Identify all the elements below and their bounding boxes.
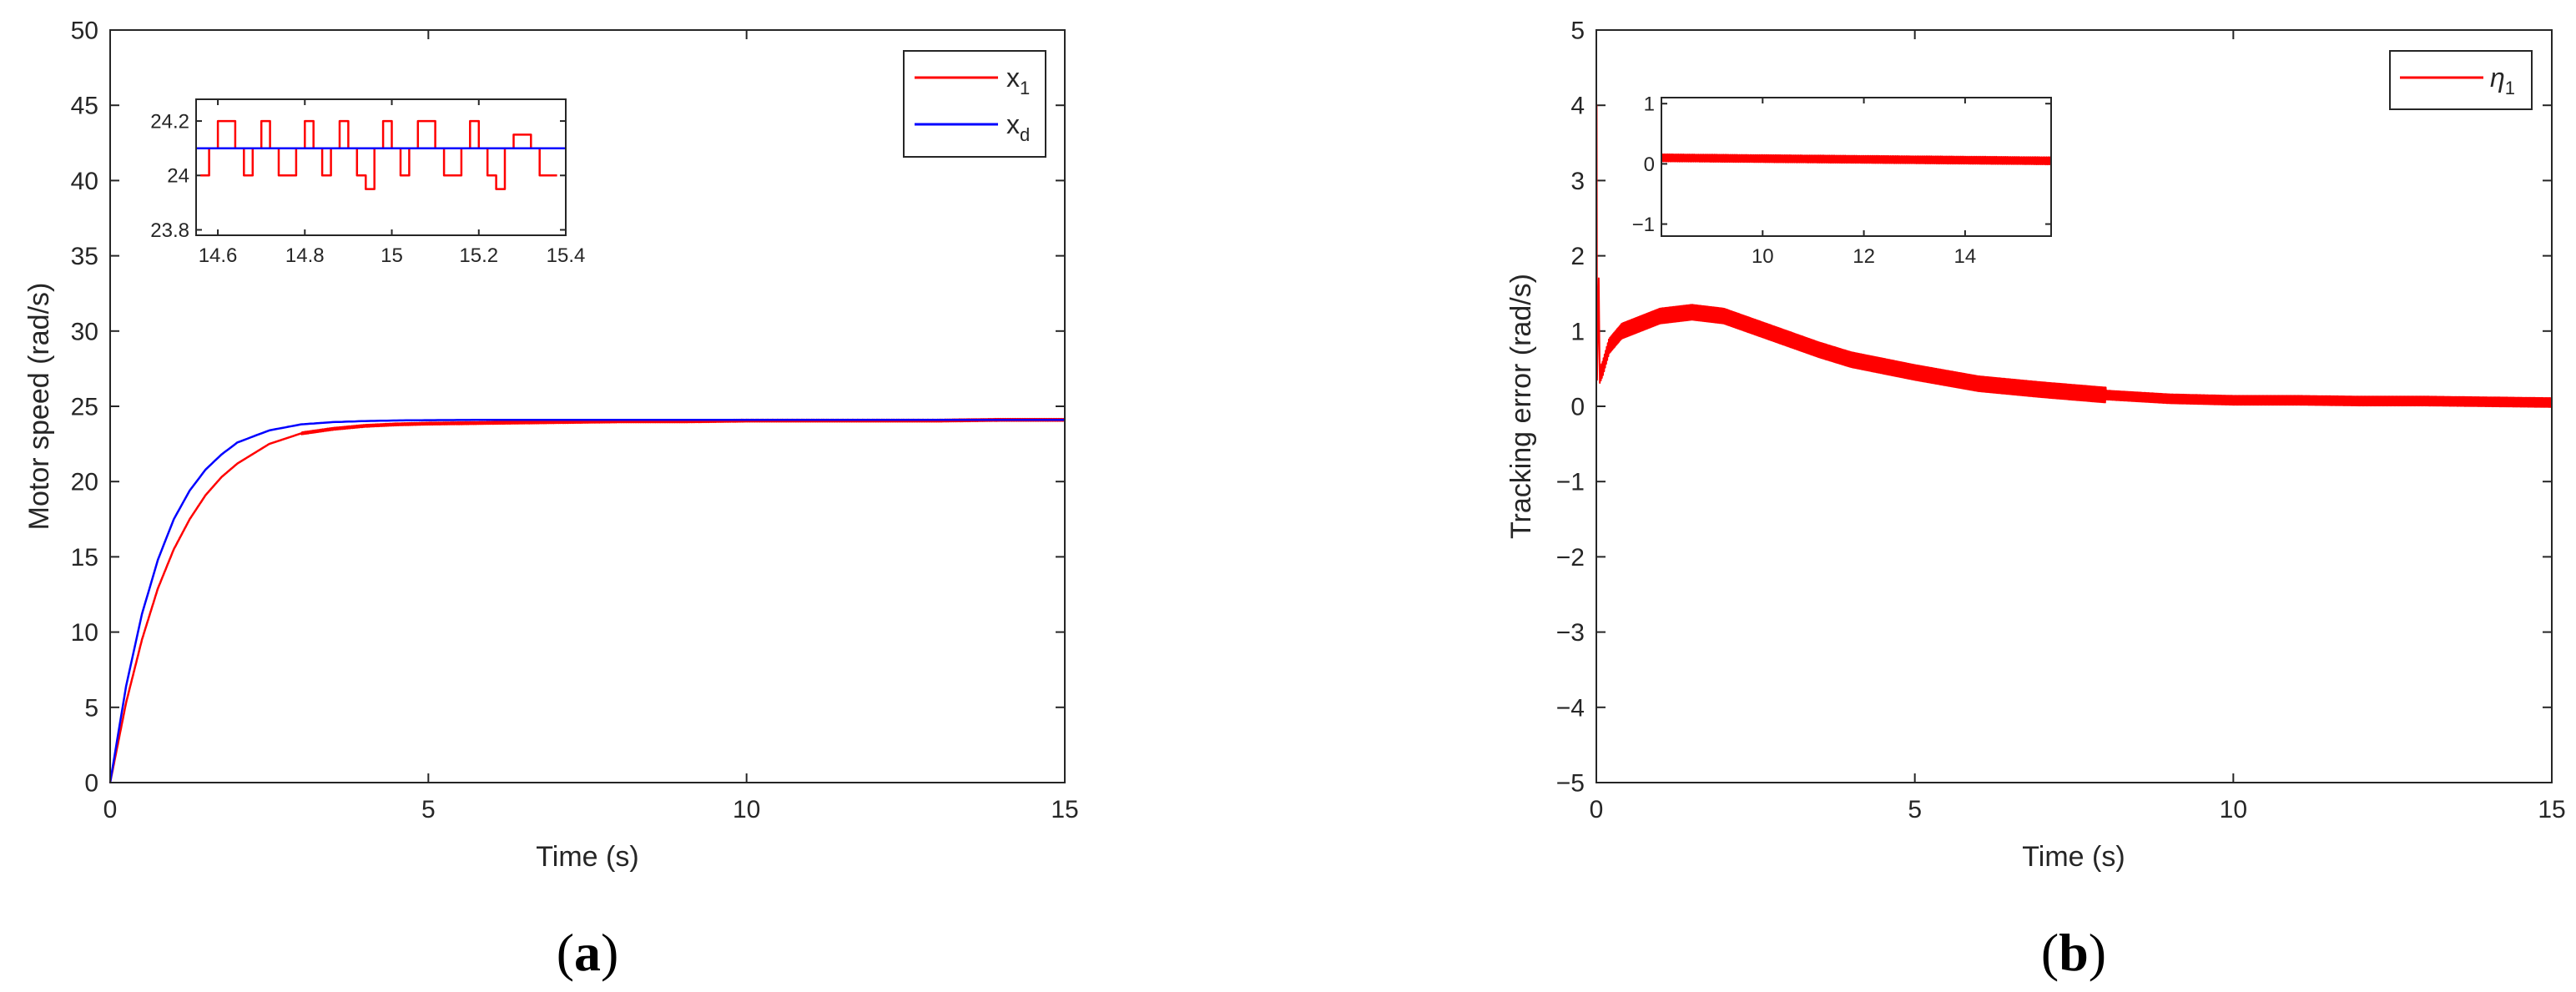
panel-b-inset-ticks: 10 12 14 −1 0 1 bbox=[1632, 93, 2051, 268]
panel-a-inset-ytick-label: 24.2 bbox=[150, 110, 189, 133]
panel-a-ytick-label: 5 bbox=[84, 694, 98, 722]
panel-a-ticks: 0 5 10 15 0 5 10 15 20 25 30 35 40 45 50 bbox=[71, 18, 1079, 824]
panel-a-xlabel: Time (s) bbox=[536, 841, 638, 873]
panel-a-ytick-label: 50 bbox=[71, 18, 98, 45]
panel-b-inset-ytick-label: −1 bbox=[1632, 214, 1655, 236]
panel-b-inset-ytick-label: 0 bbox=[1644, 154, 1655, 176]
panel-b-ytick-label: −1 bbox=[1556, 469, 1585, 496]
panel-b-inset-xtick-label: 14 bbox=[1954, 245, 1977, 268]
panel-a-inset-box bbox=[195, 98, 567, 236]
panel-a-inset-xtick-label: 15.4 bbox=[547, 244, 586, 267]
panel-b-lines bbox=[1596, 104, 2553, 408]
panel-b-axes-box bbox=[1596, 29, 2553, 783]
panel-a-ytick-label: 40 bbox=[71, 168, 98, 195]
panel-b-ytick-label: −2 bbox=[1556, 544, 1585, 572]
panel-a-ytick-label: 25 bbox=[71, 394, 98, 421]
legend-x1-label: x1 bbox=[1006, 63, 1030, 98]
panel-b-ytick-label: 0 bbox=[1570, 394, 1585, 421]
panel-a-chart: 0 5 10 15 0 5 10 15 20 25 30 35 40 45 50 Time (s) Moto… bbox=[23, 18, 1079, 983]
panel-a-caption: (a) bbox=[557, 923, 619, 982]
inset-eta1-line bbox=[1661, 153, 2052, 166]
panel-b-inset-lines bbox=[1661, 153, 2052, 166]
panel-a-ytick-label: 15 bbox=[71, 544, 98, 572]
panel-b-ytick-label: −4 bbox=[1556, 694, 1585, 722]
series-xd-line bbox=[108, 418, 1065, 783]
panel-b-ytick-label: −5 bbox=[1556, 770, 1585, 798]
panel-b-inset-ytick-label: 1 bbox=[1644, 93, 1655, 116]
panel-a-ytick-label: 20 bbox=[71, 469, 98, 496]
panel-b-ytick-label: 3 bbox=[1570, 168, 1585, 195]
panel-b-inset-xtick-label: 10 bbox=[1752, 245, 1774, 268]
panel-a-xtick-label: 15 bbox=[1051, 796, 1078, 823]
panel-a-ytick-label: 35 bbox=[71, 243, 98, 270]
panel-a-inset: 14.6 14.8 15 15.2 15.4 23.8 24 24.2 bbox=[150, 98, 585, 267]
panel-b-ytick-label: 5 bbox=[1570, 18, 1585, 45]
panel-b-ytick-label: 1 bbox=[1570, 318, 1585, 345]
panel-b-inset-box-bg bbox=[1661, 98, 2051, 236]
legend-eta1-label: η1 bbox=[2490, 63, 2515, 98]
panel-b-ytick-label: 4 bbox=[1570, 93, 1585, 120]
panel-b-xtick-label: 0 bbox=[1590, 796, 1604, 823]
panel-b-xtick-label: 10 bbox=[2220, 796, 2247, 823]
panel-b-legend-box bbox=[2389, 50, 2533, 110]
panel-b-inset-xtick-label: 12 bbox=[1853, 245, 1875, 268]
inset-x1-line bbox=[200, 119, 557, 190]
panel-b-inset: 10 12 14 −1 0 1 bbox=[1632, 93, 2052, 268]
legend-xd-label: xd bbox=[1006, 109, 1030, 145]
panel-b-legend: η1 bbox=[2389, 50, 2533, 110]
panel-b-ytick-label: −3 bbox=[1556, 619, 1585, 647]
panel-a-ytick-label: 30 bbox=[71, 318, 98, 345]
panel-a-xtick-label: 10 bbox=[733, 796, 760, 823]
panel-a-ytick-label: 0 bbox=[84, 770, 98, 798]
panel-b-ylabel: Tracking error (rad/s) bbox=[1505, 274, 1537, 539]
panel-a-inset-box-bg bbox=[196, 99, 566, 235]
panel-a-legend: x1 xd bbox=[903, 50, 1046, 158]
panel-b-xlabel: Time (s) bbox=[2022, 841, 2125, 873]
panel-b-xtick-label: 15 bbox=[2538, 796, 2565, 823]
panel-a-xtick-label: 0 bbox=[103, 796, 118, 823]
panel-a-inset-xtick-label: 15 bbox=[381, 244, 403, 267]
panel-a-xtick-label: 5 bbox=[421, 796, 436, 823]
panel-a-inset-xtick-label: 14.8 bbox=[285, 244, 325, 267]
panel-b-inset-box bbox=[1661, 97, 2052, 237]
panel-a-ytick-label: 10 bbox=[71, 619, 98, 647]
panel-a-inset-xtick-label: 14.6 bbox=[199, 244, 238, 267]
panel-b-ytick-label: 2 bbox=[1570, 243, 1585, 270]
panel-a-ytick-label: 45 bbox=[71, 93, 98, 120]
panel-a-legend-box bbox=[903, 50, 1046, 158]
panel-a-lines bbox=[108, 417, 1066, 783]
panel-a-inset-lines bbox=[196, 119, 566, 190]
panel-b-xtick-label: 5 bbox=[1908, 796, 1922, 823]
panel-a-inset-ytick-label: 24 bbox=[167, 165, 189, 188]
panel-a-ylabel: Motor speed (rad/s) bbox=[23, 283, 55, 531]
panel-a-inset-ticks: 14.6 14.8 15 15.2 15.4 23.8 24 24.2 bbox=[150, 99, 585, 267]
panel-b-caption: (b) bbox=[2041, 923, 2106, 982]
panel-a-axes-box bbox=[109, 29, 1066, 783]
panel-a-inset-ytick-label: 23.8 bbox=[150, 219, 189, 242]
panel-a-inset-xtick-label: 15.2 bbox=[459, 244, 498, 267]
series-eta1-line bbox=[1596, 104, 2553, 408]
